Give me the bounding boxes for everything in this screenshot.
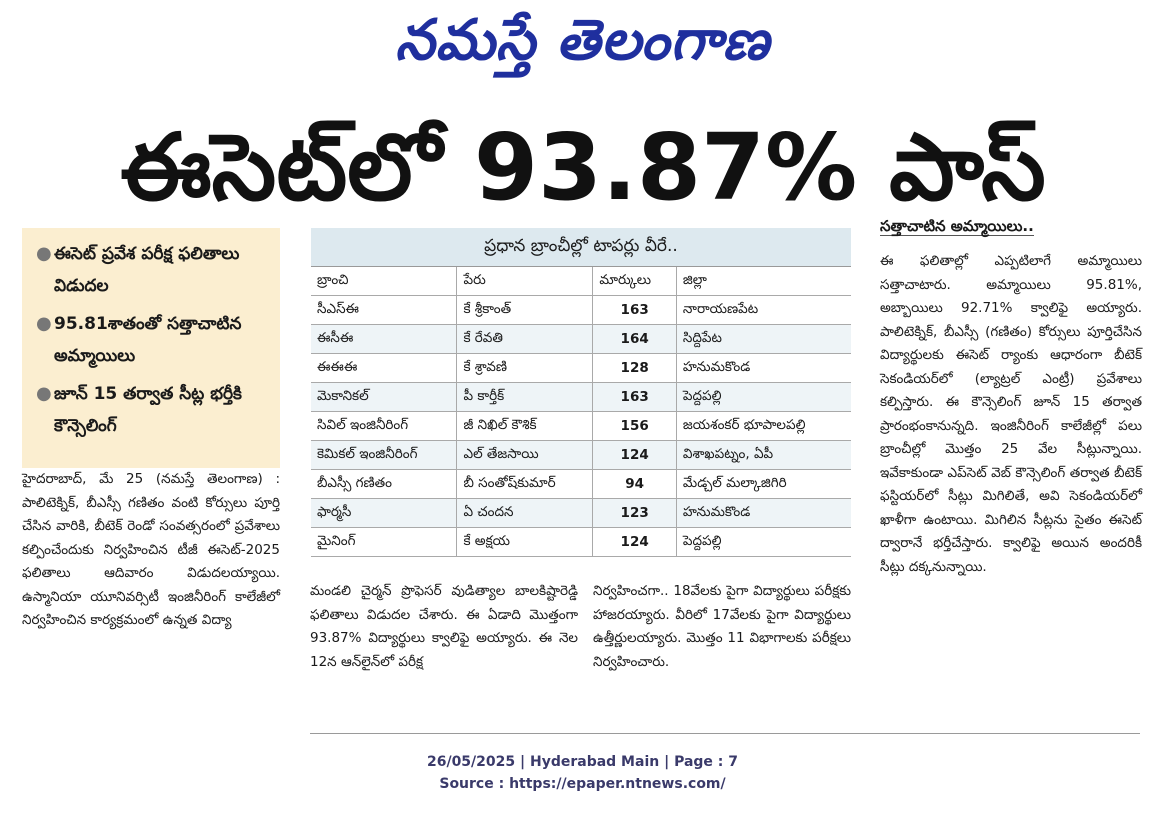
- table-cell: పెద్దపల్లి: [676, 382, 851, 412]
- table-cell: 124: [592, 440, 677, 470]
- column-header: బ్రాంచి: [311, 267, 458, 296]
- table-row: సివిల్ ఇంజినీరింగ్ జీ నిఖిల్ కౌశిక్ 156 జయశ…: [311, 411, 851, 441]
- toppers-table: ప్రధాన బ్రాంచీల్లో టాపర్లు వీరే.. బ్రాంచ…: [311, 228, 851, 557]
- table-cell: 123: [592, 498, 677, 528]
- table-cell: సిద్దిపేట: [676, 324, 851, 354]
- table-cell: జయశంకర్ భూపాలపల్లి: [676, 411, 851, 441]
- table-cell: మేడ్చల్ మల్కాజిగిరి: [676, 469, 851, 499]
- table-cell: హనుమకొండ: [676, 353, 851, 383]
- table-cell: ఫార్మసీ: [311, 498, 458, 528]
- table-cell: పీ కార్తీక్: [456, 382, 594, 412]
- table-cell: ఈఈఈ: [311, 353, 458, 383]
- table-cell: కే శ్రీకాంత్: [456, 295, 594, 325]
- table-cell: బీ సంతోష్‌కుమార్: [456, 469, 594, 499]
- table-cell: సివిల్ ఇంజినీరింగ్: [311, 411, 458, 441]
- table-row: ఫార్మసీ ఏ చందన 123 హనుమకొండ: [311, 498, 851, 528]
- table-cell: కెమికల్ ఇంజినీరింగ్: [311, 440, 458, 470]
- table-cell: మెకానికల్: [311, 382, 458, 412]
- table-cell: 163: [592, 382, 677, 412]
- article-column-1: హైదరాబాద్, మే 25 (నమస్తే తెలంగాణ) : పాలి…: [22, 471, 280, 628]
- table-cell: కే అక్షయ: [456, 527, 594, 557]
- table-row: ఈఈఈ కే శ్రావణి 128 హనుమకొండ: [311, 353, 851, 383]
- article-column-4: ఈ ఫలితాల్లో ఎప్పటిలాగే అమ్మాయిలు సత్తాచా…: [880, 253, 1142, 575]
- table-cell: విశాఖపట్నం, ఏపీ: [676, 440, 851, 470]
- table-row: మెకానికల్ పీ కార్తీక్ 163 పెద్దపల్లి: [311, 382, 851, 412]
- table-cell: పెద్దపల్లి: [676, 527, 851, 557]
- column-header: జిల్లా: [676, 267, 851, 296]
- table-cell: కే శ్రావణి: [456, 353, 594, 383]
- page-footer: 26/05/2025 | Hyderabad Main | Page : 7 S…: [0, 751, 1165, 795]
- table-row: సీఎస్ఈ కే శ్రీకాంత్ 163 నారాయణపేట: [311, 295, 851, 325]
- edition-info: 26/05/2025 | Hyderabad Main | Page : 7: [426, 754, 739, 770]
- bullet-icon: ●: [36, 243, 52, 264]
- column-header: మార్కులు: [592, 267, 677, 296]
- table-cell: ఏ చందన: [456, 498, 594, 528]
- table-cell: 128: [592, 353, 677, 383]
- table-cell: కే రేవతి: [456, 324, 594, 354]
- table-header-row: బ్రాంచి పేరు మార్కులు జిల్లా: [311, 267, 851, 296]
- source-link[interactable]: Source : https://epaper.ntnews.com/: [439, 776, 726, 792]
- table-cell: 156: [592, 411, 677, 441]
- table-cell: నారాయణపేట: [676, 295, 851, 325]
- highlights-box: ● ఈసెట్ ప్రవేశ పరీక్ష ఫలితాలు విడుదల ● 95.…: [22, 228, 280, 468]
- table-cell: 163: [592, 295, 677, 325]
- table-cell: బీఎస్సీ గణితం: [311, 469, 458, 499]
- table-cell: 124: [592, 527, 677, 557]
- table-cell: 94: [592, 469, 677, 499]
- article-column-2: మండలి చైర్మన్ ప్రొఫెసర్ వుడిత్యాల బాలకిష…: [310, 583, 578, 670]
- divider: [310, 733, 1140, 734]
- table-cell: జీ నిఖిల్ కౌశిక్: [456, 411, 594, 441]
- section-heading: సత్తాచాటిన అమ్మాయిలు..: [880, 217, 1034, 236]
- table-title: ప్రధాన బ్రాంచీల్లో టాపర్లు వీరే..: [311, 228, 851, 267]
- bullet-icon: ●: [36, 313, 52, 334]
- table-cell: ఈసీఈ: [311, 324, 458, 354]
- article-headline: ఈసెట్‌లో 93.87% పాస్: [120, 114, 1046, 221]
- table-row: మైనింగ్ కే అక్షయ 124 పెద్దపల్లి: [311, 527, 851, 557]
- table-cell: సీఎస్ఈ: [311, 295, 458, 325]
- newspaper-masthead: నమస్తే తెలంగాణ: [395, 8, 770, 73]
- article-column-3: నిర్వహించగా.. 18వేలకు పైగా విద్యార్థులు …: [593, 583, 851, 670]
- table-row: బీఎస్సీ గణితం బీ సంతోష్‌కుమార్ 94 మేడ్చల్ మ…: [311, 469, 851, 499]
- highlight-item: ● 95.81శాతంతో సత్తాచాటిన అమ్మాయిలు: [34, 308, 272, 372]
- table-cell: హనుమకొండ: [676, 498, 851, 528]
- highlight-item: ● ఈసెట్ ప్రవేశ పరీక్ష ఫలితాలు విడుదల: [34, 238, 272, 302]
- toppers-grid: బ్రాంచి పేరు మార్కులు జిల్లా సీఎస్ఈ కే శ్రీకా…: [311, 267, 851, 557]
- table-cell: ఎల్ తేజసాయి: [456, 440, 594, 470]
- table-cell: 164: [592, 324, 677, 354]
- bullet-icon: ●: [36, 383, 52, 404]
- highlight-item: ● జూన్ 15 తర్వాత సీట్ల భర్తీకి కౌన్సెలింగ…: [34, 378, 272, 442]
- table-row: కెమికల్ ఇంజినీరింగ్ ఎల్ తేజసాయి 124 విశాఖపట…: [311, 440, 851, 470]
- table-row: ఈసీఈ కే రేవతి 164 సిద్దిపేట: [311, 324, 851, 354]
- column-header: పేరు: [456, 267, 594, 296]
- table-cell: మైనింగ్: [311, 527, 458, 557]
